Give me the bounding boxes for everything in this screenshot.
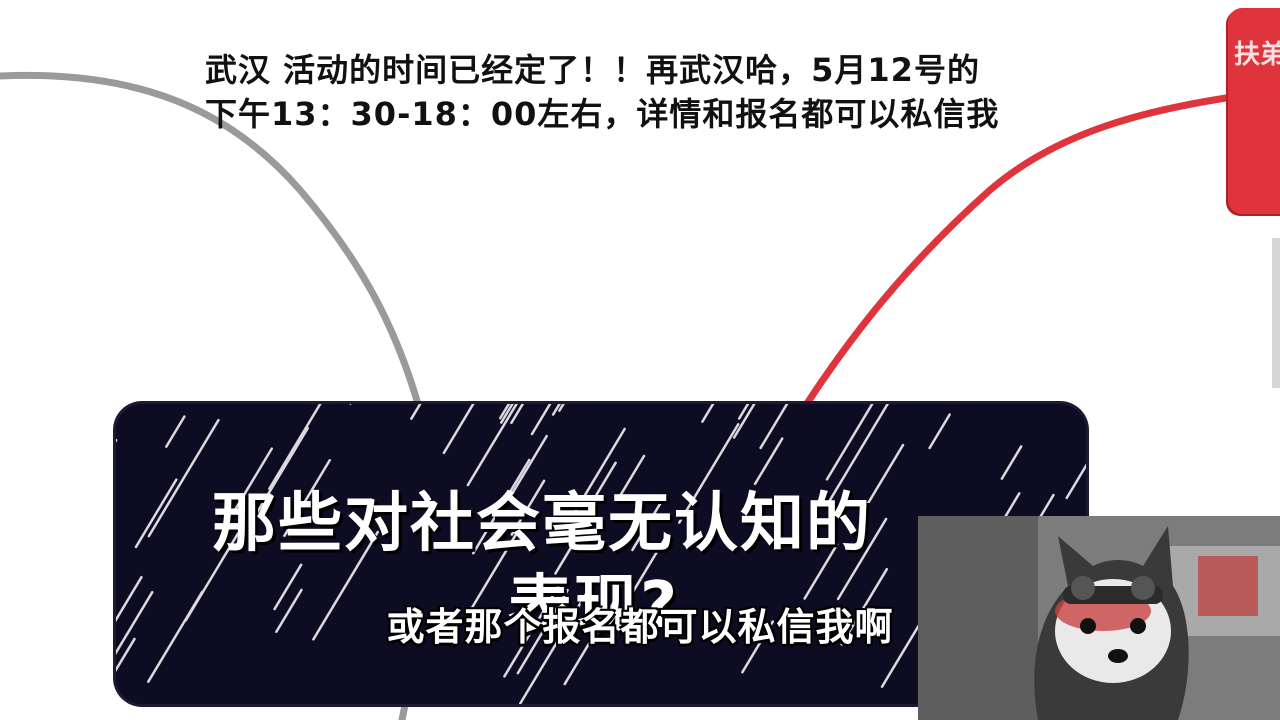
streak-line <box>753 437 784 486</box>
streak-line <box>147 418 220 538</box>
streak-line <box>631 502 662 552</box>
streak-line <box>928 413 951 450</box>
streak-line <box>510 404 525 425</box>
title-line-1: 那些对社会毫无认知的 <box>212 487 872 561</box>
streak-line <box>840 567 889 646</box>
streak-line <box>1000 445 1023 480</box>
streak-line <box>510 479 546 536</box>
streak-line <box>558 404 565 412</box>
announcement-line-2: 下午13：30-18：00左右，详情和报名都可以私信我 <box>205 95 1000 133</box>
edge-strip <box>1272 238 1280 388</box>
event-announcement: 武汉 活动的时间已经定了！！再武汉哈，5月12号的 下午13：30-18：00左… <box>205 48 1065 136</box>
video-subtitle: 或者那个报名都可以私信我啊 <box>386 605 894 649</box>
streak-line <box>498 434 548 516</box>
streak-line <box>442 404 475 455</box>
streak-line <box>312 530 379 641</box>
red-tab-text: 扶弟弟 <box>1234 40 1280 70</box>
streak-line <box>864 443 905 508</box>
streak-line <box>701 404 715 423</box>
streak-line <box>516 589 569 675</box>
streak-line <box>554 531 581 575</box>
streak-line <box>222 447 274 530</box>
streak-line <box>519 592 588 704</box>
streak-line <box>551 404 561 416</box>
streak-line <box>741 620 775 674</box>
streak-line <box>595 461 617 497</box>
streak-line <box>825 404 874 481</box>
streak-line <box>147 590 204 683</box>
streak-line <box>268 404 322 490</box>
streak-line <box>116 575 143 623</box>
red-side-tab: 扶弟弟 <box>1228 8 1280 214</box>
streak-line <box>275 588 303 634</box>
streak-line <box>503 580 563 678</box>
streak-line <box>732 404 756 439</box>
streak-line <box>530 404 552 436</box>
streak-texture <box>116 404 1086 704</box>
streak-line <box>803 543 839 600</box>
streak-line <box>625 536 667 604</box>
streak-line <box>165 415 186 448</box>
streak-line <box>1065 463 1086 500</box>
webcam-overlay <box>918 516 1280 720</box>
streak-line <box>472 458 531 555</box>
red-panda-avatar <box>918 516 1280 720</box>
streak-line <box>759 404 789 450</box>
streak-line <box>116 637 136 673</box>
streak-line <box>616 454 646 501</box>
streak-line <box>563 591 621 686</box>
streak-line <box>827 404 890 504</box>
streak-line <box>283 459 331 538</box>
title-line-2: 表现? <box>508 569 680 643</box>
gray-connector-curve <box>0 71 429 434</box>
streak-line <box>466 404 518 487</box>
streak-line <box>836 517 888 601</box>
streak-line <box>560 427 626 536</box>
red-connector-curve <box>786 94 1230 434</box>
streak-line <box>251 426 309 522</box>
streak-line <box>273 563 303 611</box>
streak-line <box>737 404 750 420</box>
announcement-line-1: 武汉 活动的时间已经定了！！再武汉哈，5月12号的 <box>205 51 980 89</box>
streak-line <box>134 478 178 549</box>
streak-line <box>468 522 524 614</box>
streak-line <box>678 423 740 524</box>
streak-line <box>116 590 154 656</box>
streak-line <box>116 404 135 416</box>
